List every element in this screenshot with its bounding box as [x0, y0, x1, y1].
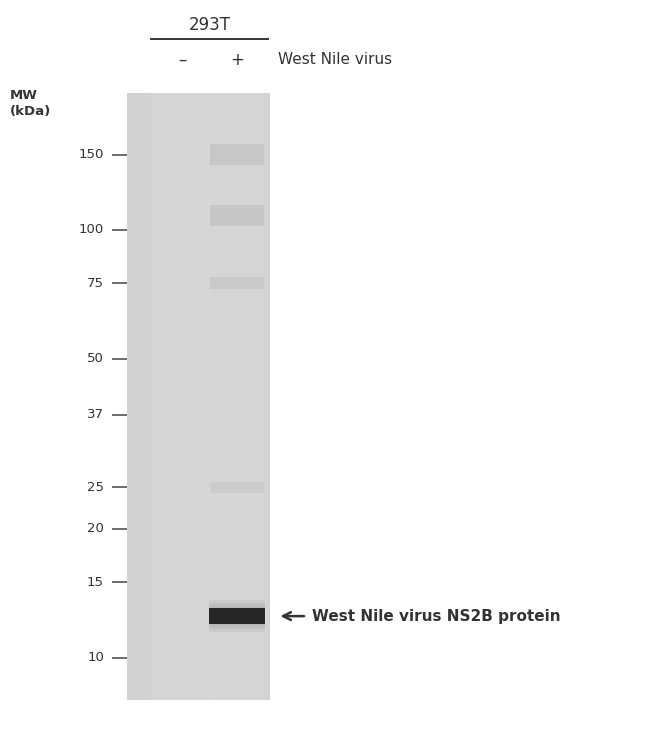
- Text: 15: 15: [87, 576, 104, 589]
- Bar: [210, 482, 265, 493]
- Text: +: +: [230, 51, 244, 69]
- Bar: [151, 93, 213, 700]
- Text: 293T: 293T: [188, 16, 231, 34]
- Bar: [207, 93, 268, 700]
- Text: –: –: [178, 51, 186, 69]
- Text: West Nile virus: West Nile virus: [278, 52, 392, 67]
- Text: 100: 100: [79, 224, 104, 236]
- Bar: [210, 277, 265, 290]
- Text: 150: 150: [79, 148, 104, 161]
- Text: 37: 37: [87, 408, 104, 421]
- Bar: [209, 608, 265, 624]
- Text: 25: 25: [87, 481, 104, 494]
- Text: MW
(kDa): MW (kDa): [10, 89, 51, 118]
- Text: 20: 20: [87, 522, 104, 536]
- Bar: [210, 205, 265, 226]
- Text: 10: 10: [87, 651, 104, 664]
- Text: 75: 75: [87, 277, 104, 290]
- Bar: [127, 93, 270, 700]
- Bar: [209, 600, 265, 632]
- Bar: [209, 606, 265, 627]
- Bar: [209, 603, 265, 629]
- Bar: [210, 144, 265, 165]
- Text: 50: 50: [87, 352, 104, 365]
- Text: West Nile virus NS2B protein: West Nile virus NS2B protein: [312, 609, 560, 624]
